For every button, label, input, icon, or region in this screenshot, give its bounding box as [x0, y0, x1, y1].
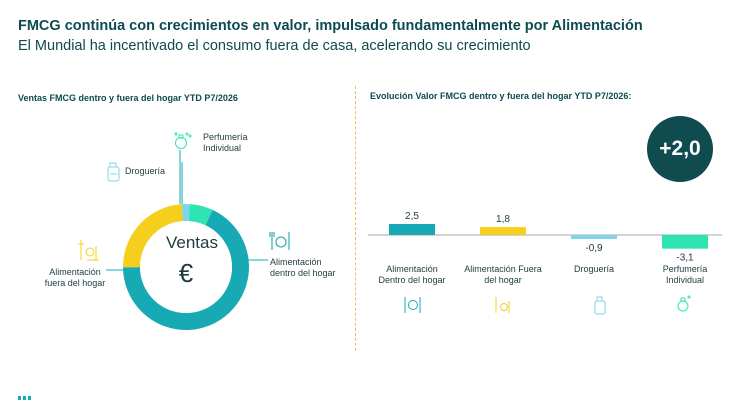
bar-alimentacion-fuera-del-hogar	[480, 227, 526, 235]
bar-chart-title: Evolución Valor FMCG dentro y fuera del …	[370, 91, 632, 101]
donut-center-label: Ventas	[166, 233, 218, 252]
bar-icon-perfume	[677, 295, 691, 312]
donut-hole	[140, 221, 232, 313]
donut-slices	[122, 204, 249, 330]
bar-category-label: Dentro del hogar	[378, 275, 445, 285]
bar-category-label: del hogar	[484, 275, 522, 285]
bar-icon-outdoor-dining	[495, 297, 510, 313]
perfume-icon	[174, 132, 192, 149]
label-alim-fuera: Alimentación fuera del hogar	[44, 267, 106, 288]
brand-logo	[18, 396, 31, 400]
donut-slice-alimentacion-fuera-del-hogar	[122, 204, 183, 268]
outdoor-dining-icon	[78, 240, 99, 261]
bar-category-label: Perfumería	[663, 264, 708, 274]
label-alim-dentro: Alimentación dentro del hogar	[270, 257, 336, 278]
bar-value-label: -3,1	[676, 253, 694, 264]
donut-slice-perfumeria-individual	[188, 204, 213, 226]
donut-chart-title: Ventas FMCG dentro y fuera del hogar YTD…	[18, 93, 238, 103]
bar-category-label: Individual	[666, 275, 704, 285]
donut-chart: Ventas €	[78, 132, 290, 330]
bar-drogueria	[571, 235, 617, 239]
bar-perfumeria-individual	[662, 235, 708, 249]
detergent-bottle-icon	[107, 162, 120, 182]
total-growth-badge: +2,0	[647, 116, 713, 182]
bar-category-label: Alimentación	[386, 264, 438, 274]
page-subtitle: El Mundial ha incentivado el consumo fue…	[18, 38, 531, 54]
bar-icon-cutlery	[404, 297, 421, 313]
bar-category-label: Alimentación Fuera	[464, 264, 542, 274]
donut-center-symbol: €	[179, 258, 194, 288]
bar-value-label: 2,5	[405, 211, 419, 222]
donut-slice-drogueria	[181, 204, 190, 222]
bar-alimentacion-dentro-del-hogar	[389, 224, 435, 235]
cutlery-plate-icon	[269, 232, 290, 250]
bar-icon-detergent	[594, 296, 606, 315]
panel-divider	[355, 86, 356, 351]
bar-category-label: Droguería	[574, 264, 614, 274]
label-drogueria: Droguería	[125, 166, 166, 176]
bar-value-label: -0,9	[585, 243, 603, 254]
page-title: FMCG continúa con crecimientos en valor,…	[18, 18, 643, 34]
bar-value-label: 1,8	[496, 214, 510, 225]
label-perfumeria: Perfumería Individual	[203, 132, 248, 153]
